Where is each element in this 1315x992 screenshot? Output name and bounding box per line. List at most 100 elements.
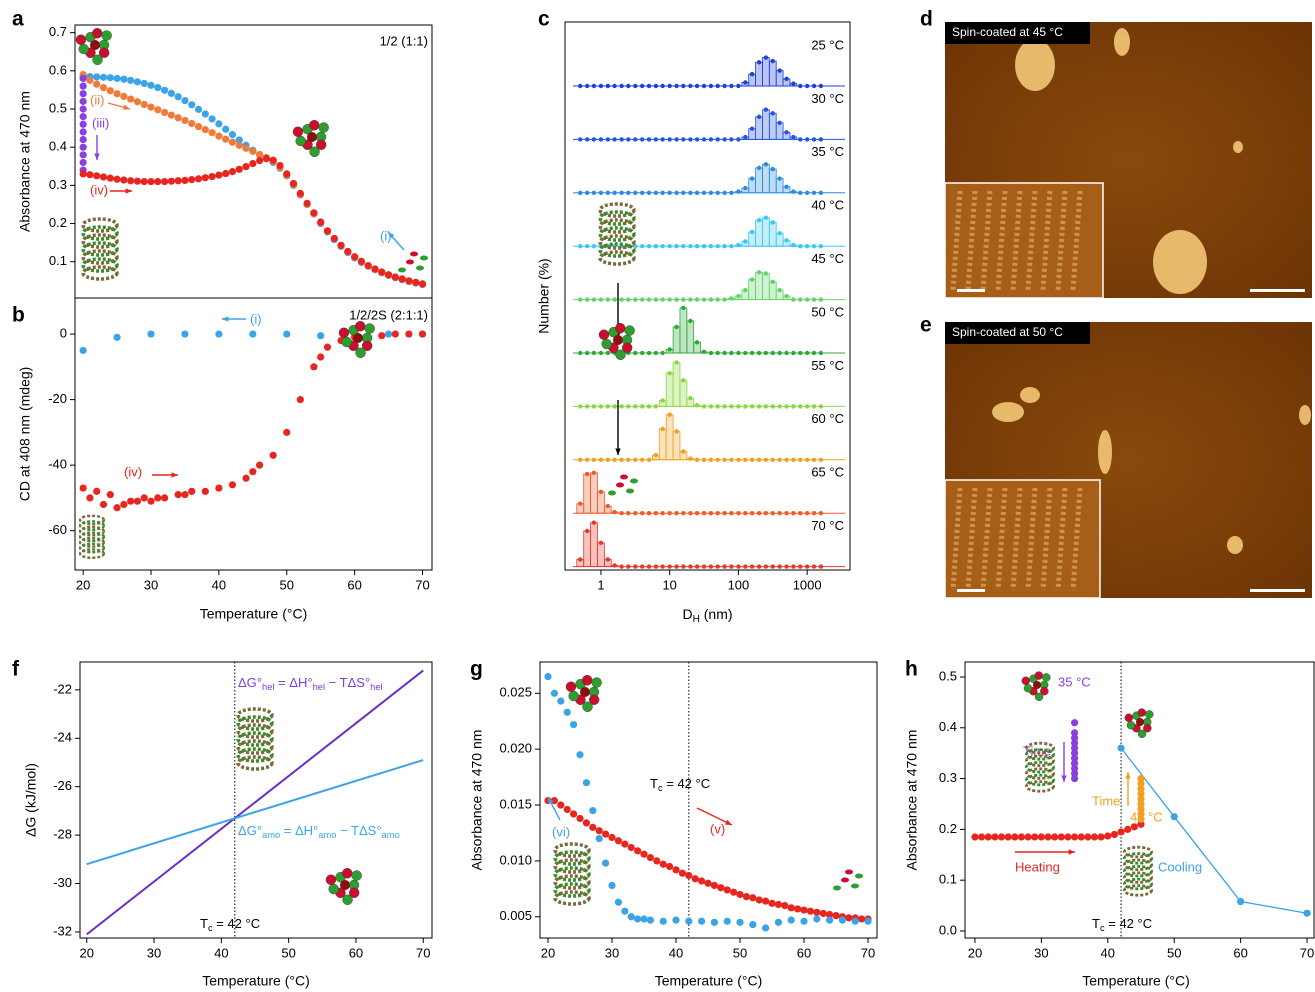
inset-texture <box>965 190 978 291</box>
y-tick-label: -60 <box>48 522 67 537</box>
data-point <box>804 404 810 409</box>
x-tick-label: 30 <box>1034 945 1048 960</box>
data-point <box>691 875 699 883</box>
panel-letter: f <box>12 658 20 681</box>
annotation: 1/2 (1:1) <box>380 33 428 48</box>
data-point <box>681 378 686 383</box>
icon-part <box>626 488 634 494</box>
data-point <box>619 511 624 516</box>
icon-part <box>292 126 304 137</box>
data-point <box>708 83 714 89</box>
data-point <box>811 297 817 302</box>
data-point <box>181 116 189 125</box>
arrow-head <box>725 819 732 825</box>
data-point <box>756 350 762 356</box>
data-point <box>640 850 648 858</box>
data-point <box>864 917 872 925</box>
data-point <box>147 497 155 505</box>
data-point <box>729 404 734 409</box>
data-point <box>653 564 659 569</box>
data-point <box>1070 764 1079 773</box>
data-point <box>694 137 700 142</box>
data-point <box>194 122 203 131</box>
data-point <box>283 170 291 178</box>
data-point <box>667 564 672 569</box>
data-point <box>621 907 629 915</box>
data-point <box>736 918 744 926</box>
scale-bar <box>1250 289 1305 292</box>
icon-assembly <box>1021 671 1051 702</box>
data-point <box>310 209 318 217</box>
data-point <box>791 350 796 356</box>
data-point <box>201 110 209 118</box>
y-tick-label: 0.6 <box>49 62 67 77</box>
data-point <box>1004 833 1012 841</box>
data-point <box>133 177 142 185</box>
data-point <box>578 404 583 409</box>
data-point <box>838 916 847 924</box>
annotation: ΔG°amo = ΔH°amo − TΔS°amo <box>238 823 400 840</box>
data-point <box>851 917 859 925</box>
x-tick-label: 60 <box>349 945 363 960</box>
data-point <box>749 511 755 516</box>
data-point <box>201 487 209 495</box>
data-point <box>578 350 583 356</box>
icon-part <box>340 880 350 890</box>
series-label: 30 °C <box>811 91 844 106</box>
data-point <box>591 350 597 356</box>
data-point <box>598 540 604 546</box>
data-point <box>818 511 824 516</box>
data-point <box>330 234 338 243</box>
y-tick-label: 0.005 <box>499 908 532 923</box>
data-point <box>626 137 631 142</box>
data-point <box>79 158 87 167</box>
data-point <box>605 190 611 195</box>
data-point <box>688 456 693 461</box>
data-point <box>804 350 810 356</box>
data-point <box>674 244 679 249</box>
data-point <box>818 83 824 89</box>
data-point <box>584 137 590 142</box>
data-point <box>639 190 645 195</box>
bar <box>762 109 770 140</box>
x-tick-label: 1 <box>597 577 604 592</box>
data-point <box>777 176 782 181</box>
x-tick-label: 50 <box>280 577 294 592</box>
data-point <box>120 500 128 509</box>
data-point <box>563 708 571 716</box>
data-point <box>235 165 243 173</box>
data-point <box>378 332 386 340</box>
inset-texture <box>980 487 993 591</box>
data-point <box>694 457 700 462</box>
data-point <box>762 924 770 932</box>
icon-part <box>81 217 119 233</box>
icon-part <box>81 265 119 281</box>
data-point <box>811 350 817 356</box>
bar <box>658 428 667 461</box>
data-point <box>256 461 264 469</box>
data-point <box>344 247 352 256</box>
y-tick-label: 0.4 <box>49 139 67 154</box>
data-point <box>756 217 762 223</box>
data-point <box>1130 823 1138 831</box>
data-point <box>591 83 597 89</box>
data-point <box>756 60 762 65</box>
data-point <box>653 83 659 89</box>
x-axis-label: Temperature (°C) <box>655 973 763 989</box>
data-point <box>653 857 661 865</box>
icon-part <box>328 883 339 895</box>
y-tick-label: 0.1 <box>49 253 67 268</box>
bar <box>762 217 770 247</box>
afm-feature <box>1015 39 1055 91</box>
icon-part <box>325 874 337 885</box>
data-point <box>763 404 769 409</box>
data-point <box>256 150 264 159</box>
y-axis-label: CD at 408 nm (mdeg) <box>17 367 33 502</box>
data-point <box>612 563 617 568</box>
data-point <box>749 920 757 929</box>
data-point <box>378 268 386 276</box>
data-point <box>672 916 680 924</box>
data-point <box>194 175 203 183</box>
data-point <box>784 238 789 243</box>
data-point <box>167 177 175 185</box>
